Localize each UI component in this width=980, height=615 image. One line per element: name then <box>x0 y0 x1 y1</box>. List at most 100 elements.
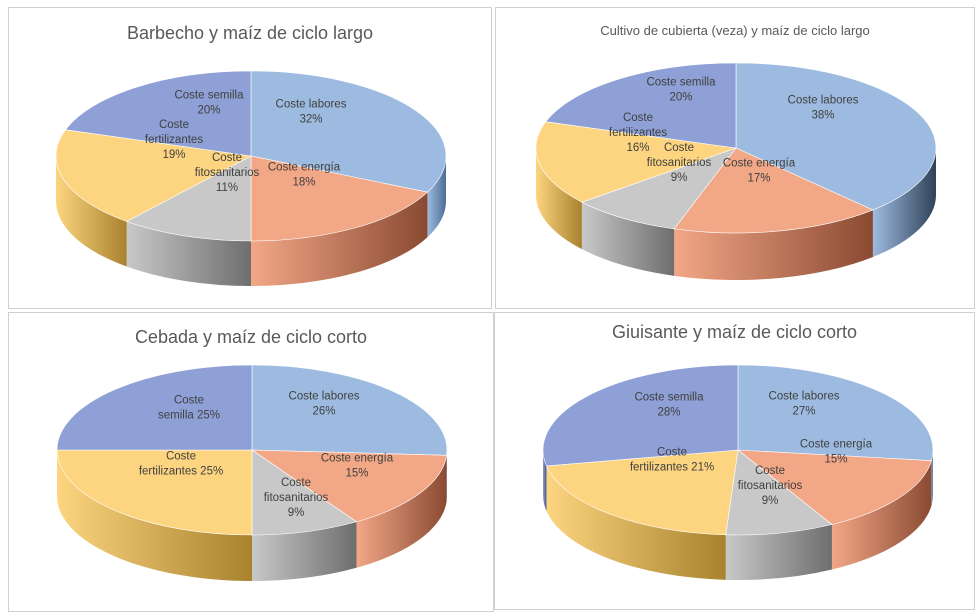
pie-slice <box>725 449 833 536</box>
slice-data-label-line: Coste semilla <box>646 77 716 89</box>
chart-title: Giuisante y maíz de ciclo corto <box>611 322 858 342</box>
pie-slice-side <box>356 455 447 568</box>
slice-data-label: Coste energía 15% <box>800 439 873 466</box>
pie-slice <box>545 62 737 149</box>
slice-data-label-line: Coste <box>664 142 694 154</box>
slice-data-label-line: Coste labores <box>788 95 859 107</box>
slice-data-label-line: 11% <box>216 182 238 194</box>
slice-data-label-line: Coste semilla <box>634 392 704 404</box>
slice-data-label-line: fertilizantes 21% <box>630 462 714 474</box>
pie-slice-side <box>56 156 127 267</box>
pie-slice <box>56 449 253 536</box>
pie-slice <box>251 449 358 536</box>
pie-slice <box>735 62 937 211</box>
slice-data-label-line: fertilizantes <box>145 134 203 146</box>
slice-data-label-line: Coste <box>174 395 204 407</box>
slice-data-label-line: semilla 25% <box>158 410 220 422</box>
pie-slice <box>542 364 739 467</box>
pie-slice <box>125 155 252 242</box>
slice-data-label: Coste labores 32% <box>276 99 347 126</box>
chart-panel-veza: Cultivo de cubierta (veza) y maíz de cic… <box>495 7 975 309</box>
pie-slice-side <box>831 460 932 570</box>
slice-data-label-line: Coste labores <box>289 391 360 403</box>
pie-slice-side <box>126 221 251 286</box>
slice-data-label-line: fertilizantes <box>609 127 667 139</box>
chart-panel-cebada: Cebada y maíz de ciclo corto Coste labor… <box>8 312 494 612</box>
slice-data-label-line: Coste labores <box>276 99 347 111</box>
pie-slice <box>250 70 447 193</box>
slice-data-label: Coste labores 26% <box>289 391 360 418</box>
pie-slice-side <box>872 148 936 257</box>
pie-slice-side <box>546 465 726 580</box>
slice-data-label: Coste fertilizantes 16% <box>609 112 667 154</box>
pie-slice-side <box>252 521 357 581</box>
slice-data-label-line: fitosanitarios <box>647 157 712 169</box>
slice-data-label-line: 9% <box>762 495 779 507</box>
slice-data-label-line: fitosanitarios <box>195 167 260 179</box>
slice-data-label-line: Coste energía <box>321 453 394 465</box>
slice-data-label: Coste semilla 28% <box>634 392 704 419</box>
chart-title: Cebada y maíz de ciclo corto <box>134 327 368 347</box>
pie-slice-side <box>251 192 428 286</box>
slice-data-label-line: 20% <box>669 92 692 104</box>
pie-slice <box>737 364 934 461</box>
slice-data-label-line: Coste <box>623 112 653 124</box>
slice-data-label-line: Coste <box>166 451 196 463</box>
pie-slice <box>581 147 737 230</box>
slice-data-label-line: fertilizantes 25% <box>139 466 223 478</box>
slice-data-label-line: Coste energía <box>723 158 796 170</box>
pie-slice <box>737 449 932 525</box>
slice-data-label-line: Coste <box>281 477 311 489</box>
slice-data-label: Coste fitosanitarios 9% <box>647 142 712 184</box>
chart-panel-guisante: Giuisante y maíz de ciclo corto Coste la… <box>494 312 975 610</box>
pie-slice <box>55 129 252 222</box>
slice-data-label-line: Coste labores <box>769 391 840 403</box>
slice-data-label-line: 16% <box>626 142 649 154</box>
slice-data-label-line: 38% <box>811 110 834 122</box>
slice-data-label: Coste fitosanitarios 9% <box>738 465 803 507</box>
chart-title: Barbecho y maíz de ciclo largo <box>126 23 374 43</box>
pie-slice-side <box>674 209 873 280</box>
slice-data-label-line: Coste energía <box>800 439 873 451</box>
slice-data-label-line: 9% <box>288 507 305 519</box>
slice-data-label: Coste labores 27% <box>769 391 840 418</box>
pie-slice-side <box>536 148 582 250</box>
pie-chart: Coste labores 26% Coste energía 15% Coste fit… <box>56 364 448 581</box>
pie-slice <box>250 449 447 523</box>
chart-panel-barbecho: Barbecho y maíz de ciclo largo Coste lab… <box>8 7 492 309</box>
slice-data-label-line: 27% <box>792 406 815 418</box>
slice-data-label: Coste fertilizantes 21% <box>630 447 714 474</box>
pie-slice <box>250 155 429 242</box>
pie-chart: Coste labores 38% Coste energía 17% Coste fit… <box>535 62 937 280</box>
pie-slice-side <box>931 450 933 506</box>
pie-slice-side <box>57 450 252 581</box>
slice-data-label-line: 15% <box>345 468 368 480</box>
pie-slice-side <box>427 156 446 238</box>
slice-data-label-line: 26% <box>312 406 335 418</box>
slice-data-label-line: 28% <box>657 407 680 419</box>
slice-data-label-line: 15% <box>824 454 847 466</box>
slice-data-label-line: Coste <box>755 465 785 477</box>
slice-data-label: Coste labores 38% <box>788 95 859 122</box>
slice-data-label: Coste fitosanitarios 9% <box>264 477 329 519</box>
slice-data-label-line: fitosanitarios <box>738 480 803 492</box>
pie-chart: Coste labores 32% Coste energía 18% Coste fit… <box>55 70 447 286</box>
slice-data-label-line: 20% <box>197 105 220 117</box>
slice-data-label: Coste semilla 20% <box>174 90 244 117</box>
slice-data-label-line: 17% <box>747 173 770 185</box>
slice-data-label-line: 18% <box>292 177 315 189</box>
slice-data-label-line: 9% <box>671 172 688 184</box>
pie-slice-side <box>581 202 675 276</box>
pie-slice-side <box>725 524 832 580</box>
slice-data-label: Coste semilla 20% <box>646 77 716 104</box>
slice-data-label-line: Coste <box>657 447 687 459</box>
pie-slice <box>251 364 448 456</box>
chart-title: Cultivo de cubierta (veza) y maíz de cic… <box>600 23 870 38</box>
slice-data-label-line: fitosanitarios <box>264 492 329 504</box>
pie-slice-side <box>543 450 547 511</box>
pie-slice <box>56 364 253 451</box>
pie-slice <box>673 147 874 234</box>
slice-data-label: Coste energía 18% <box>268 162 341 189</box>
slice-data-label-line: Coste <box>159 119 189 131</box>
slice-data-label: Coste fertilizantes 25% <box>139 451 223 478</box>
